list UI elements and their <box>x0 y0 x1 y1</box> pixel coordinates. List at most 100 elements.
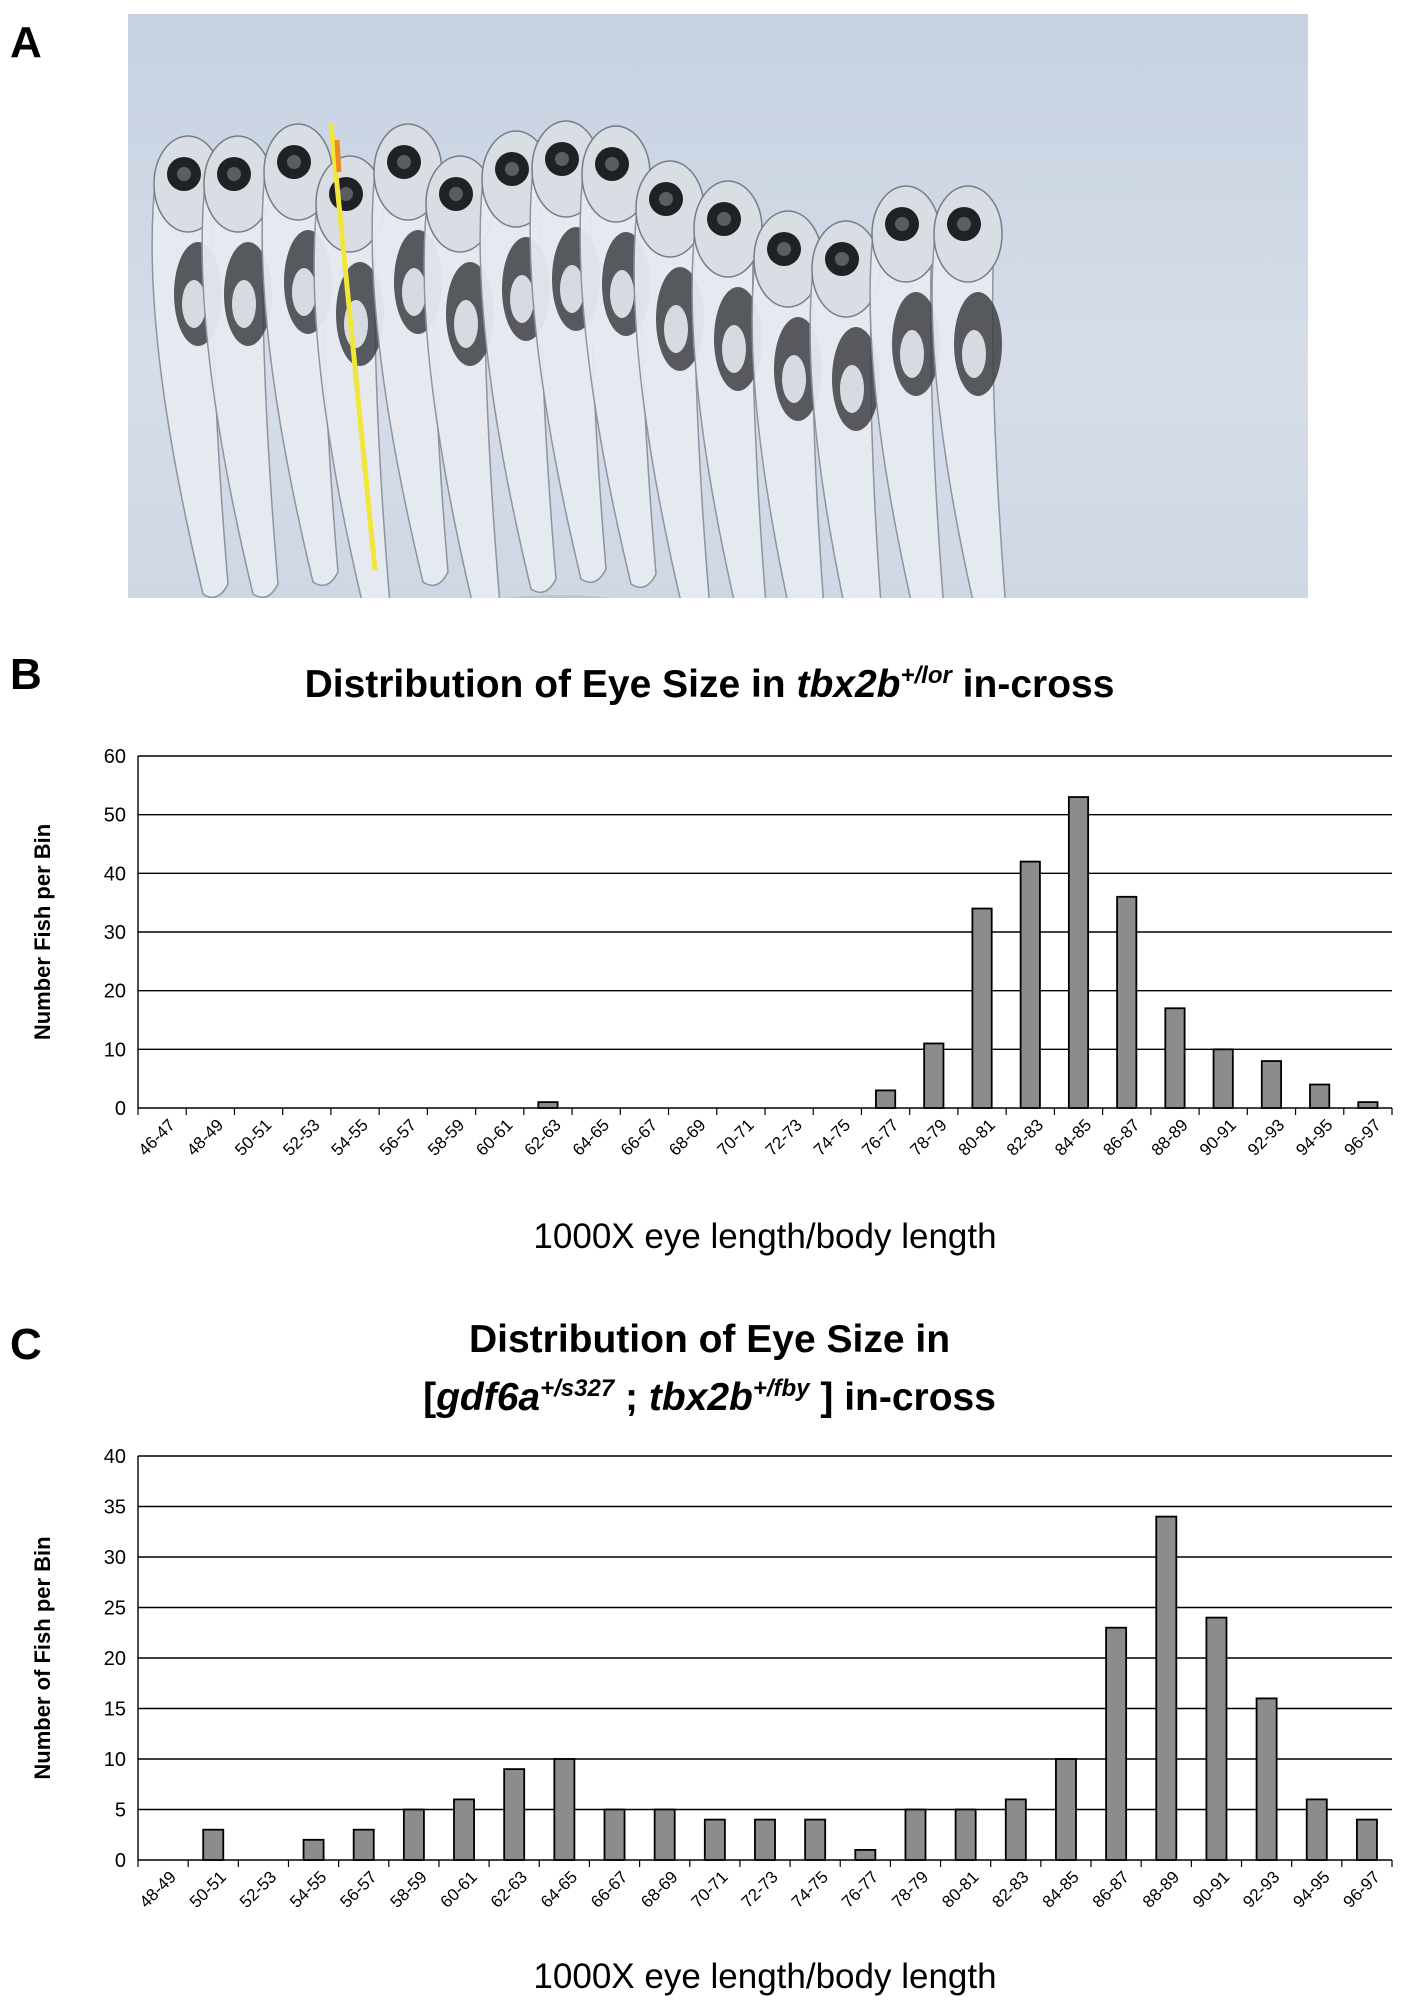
larva-figure <box>423 155 501 598</box>
bar <box>954 1808 977 1861</box>
x-tick-label: 80-81 <box>938 1867 982 1911</box>
x-tick-label: 62-63 <box>521 1115 565 1159</box>
chart-c-title-line2: [gdf6a+/s327 ; tbx2b+/fby ] in-cross <box>423 1375 996 1419</box>
x-tick-label: 50-51 <box>186 1867 230 1911</box>
x-tick-label: 76-77 <box>858 1115 902 1159</box>
bar <box>1155 1515 1178 1861</box>
x-tick-label: 52-53 <box>236 1867 280 1911</box>
x-tick-label: 46-47 <box>135 1115 179 1159</box>
x-tick-label: 70-71 <box>687 1867 731 1911</box>
bar <box>754 1818 776 1861</box>
bar <box>923 1042 945 1109</box>
chart-c: 0 5 10 15 20 25 30 35 40 48-49 50-51 52-53 54-55 56-5… <box>30 1446 1393 1996</box>
x-tick-label: 62-63 <box>487 1867 531 1911</box>
y-tick-label: 20 <box>104 981 126 1003</box>
y-axis-title: Number Fish per Bin <box>30 824 55 1040</box>
bar <box>1255 1697 1278 1861</box>
bar <box>603 1808 626 1861</box>
bar <box>553 1758 576 1861</box>
y-tick-label: 25 <box>104 1598 126 1620</box>
x-tick-label: 86-87 <box>1089 1867 1133 1911</box>
bar <box>402 1808 425 1861</box>
eye-measurement-line <box>334 139 342 173</box>
y-tick-label: 40 <box>104 1446 126 1468</box>
x-tick-label: 72-73 <box>738 1867 782 1911</box>
x-tick-label: 82-83 <box>1003 1115 1047 1159</box>
bar <box>1309 1083 1331 1109</box>
x-tick-label: 94-95 <box>1289 1867 1333 1911</box>
chart-b-title: Distribution of Eye Size in tbx2b+/lor i… <box>304 662 1115 706</box>
x-tick-label: 78-79 <box>888 1867 932 1911</box>
x-tick-label: 80-81 <box>955 1115 999 1159</box>
bar <box>875 1089 897 1109</box>
bar <box>1105 1626 1128 1861</box>
larva-figure <box>931 185 1006 598</box>
bar <box>453 1798 475 1861</box>
bar <box>1355 1818 1378 1861</box>
x-tick-label: 48-49 <box>136 1867 180 1911</box>
partial-larva <box>505 595 611 598</box>
larva-figure <box>809 220 882 598</box>
x-tick-label: 64-65 <box>569 1115 613 1159</box>
x-tick-label: 96-97 <box>1341 1115 1385 1159</box>
x-tick-label: 60-61 <box>437 1867 481 1911</box>
x-tick-label: 56-57 <box>376 1115 420 1159</box>
chart-c-title-line1: Distribution of Eye Size in <box>468 1318 951 1361</box>
x-tick-label: 70-71 <box>714 1115 758 1159</box>
bar <box>537 1101 559 1109</box>
x-axis-title: 1000X eye length/body length <box>533 1957 996 1996</box>
y-tick-label: 0 <box>115 1098 126 1120</box>
x-tick-label: 84-85 <box>1039 1867 1083 1911</box>
larva-figure <box>869 185 944 598</box>
y-tick-label: 0 <box>115 1850 126 1872</box>
larva-figure <box>201 135 279 598</box>
bar <box>503 1768 526 1861</box>
x-tick-label: 66-67 <box>617 1115 661 1159</box>
x-tick-label: 64-65 <box>537 1867 581 1911</box>
bar <box>1212 1048 1234 1109</box>
bar <box>854 1848 877 1861</box>
y-tick-label: 35 <box>104 1497 126 1519</box>
x-tick-label: 48-49 <box>183 1115 227 1159</box>
x-tick-label: 66-67 <box>587 1867 631 1911</box>
x-tick-label: 68-69 <box>637 1867 681 1911</box>
bar <box>804 1818 827 1861</box>
x-tick-label: 84-85 <box>1051 1115 1095 1159</box>
x-tick-label: 54-55 <box>286 1867 330 1911</box>
x-tick-label: 94-95 <box>1292 1115 1336 1159</box>
bar <box>703 1818 726 1861</box>
y-tick-label: 60 <box>104 746 126 768</box>
bar <box>1357 1101 1379 1109</box>
x-tick-label: 74-75 <box>810 1115 854 1159</box>
y-tick-label: 10 <box>104 1039 126 1061</box>
bar <box>1164 1007 1186 1109</box>
y-axis-title: Number of Fish per Bin <box>30 1536 55 1779</box>
x-tick-label: 78-79 <box>906 1115 950 1159</box>
bar <box>202 1828 225 1861</box>
bar <box>1019 860 1041 1109</box>
panel-letter-b: B <box>10 650 42 699</box>
bar <box>904 1808 927 1861</box>
bar <box>1260 1060 1282 1109</box>
zebrafish-larvae-photo <box>128 14 1308 598</box>
x-tick-label: 60-61 <box>472 1115 516 1159</box>
panel-letter-a: A <box>10 18 42 67</box>
x-tick-label: 90-91 <box>1189 1867 1233 1911</box>
x-tick-label: 88-89 <box>1148 1115 1192 1159</box>
x-tick-label: 56-57 <box>336 1867 380 1911</box>
x-tick-label: 54-55 <box>328 1115 372 1159</box>
x-tick-label: 76-77 <box>838 1867 882 1911</box>
y-tick-label: 30 <box>104 1547 126 1569</box>
measurement-line <box>328 123 378 571</box>
x-tick-label: 90-91 <box>1196 1115 1240 1159</box>
bar <box>1004 1798 1027 1861</box>
bar <box>653 1808 676 1861</box>
x-tick-label: 92-93 <box>1244 1115 1288 1159</box>
x-tick-label: 74-75 <box>788 1867 832 1911</box>
y-tick-label: 50 <box>104 805 126 827</box>
chart-b: 0 10 20 30 40 50 60 46-47 48-49 50-51 52-53 54-55 56… <box>30 746 1393 1256</box>
y-tick-label: 10 <box>104 1749 126 1771</box>
bar <box>971 907 993 1109</box>
bar <box>302 1838 325 1861</box>
x-tick-label: 58-59 <box>387 1867 431 1911</box>
